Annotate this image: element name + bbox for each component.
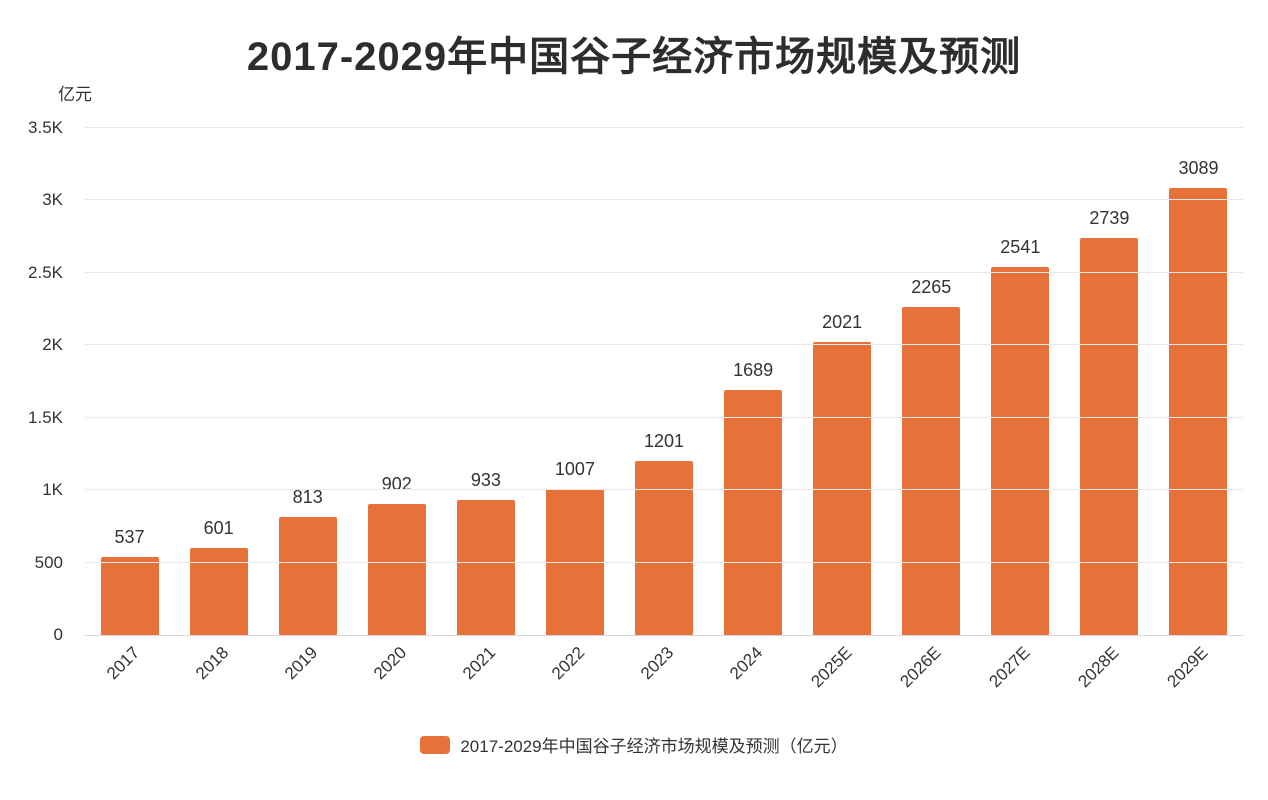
bar-slot: 813 2019 xyxy=(263,128,352,683)
y-tick-label: 2.5K xyxy=(28,262,63,282)
bar-slot: 2265 2026E xyxy=(887,128,976,691)
bar-value-label: 2739 xyxy=(1089,208,1130,229)
x-tick-label: 2027E xyxy=(985,643,1034,692)
bar-slot: 3089 2029E xyxy=(1154,128,1243,691)
x-tick-label: 2019 xyxy=(280,643,322,684)
bar-value-label: 601 xyxy=(203,517,234,538)
bar-value-label: 537 xyxy=(114,527,145,548)
bar xyxy=(902,306,961,635)
bar-value-label: 813 xyxy=(292,487,323,508)
bar-value-label: 2541 xyxy=(1000,236,1041,257)
bar-slot: 1201 2023 xyxy=(619,128,708,683)
bar xyxy=(367,504,426,635)
bar-slot: 1007 2022 xyxy=(530,128,619,683)
bar-value-label: 2265 xyxy=(911,276,952,297)
x-tick-label: 2025E xyxy=(807,643,856,692)
bar-slot: 2021 2025E xyxy=(798,128,887,691)
bar-value-label: 933 xyxy=(470,469,501,490)
bar xyxy=(991,266,1050,635)
gridline xyxy=(85,344,1243,346)
bar xyxy=(456,499,515,635)
x-tick-label: 2028E xyxy=(1074,643,1123,692)
bar-value-label: 902 xyxy=(381,474,412,495)
y-axis: 0 500 1K 1.5K 2K 2.5K 3K 3.5K xyxy=(0,118,75,644)
y-axis-unit-label: 亿元 xyxy=(58,85,92,104)
bar xyxy=(1169,187,1228,635)
bar-value-label: 2021 xyxy=(822,312,863,333)
chart-title: 2017-2029年中国谷子经济市场规模及预测 xyxy=(246,35,1022,79)
x-tick-label: 2024 xyxy=(726,643,767,684)
bar-slot: 933 2021 xyxy=(441,128,530,683)
gridline xyxy=(85,127,1243,128)
bar xyxy=(635,461,693,635)
legend: 2017-2029年中国谷子经济市场规模及预测（亿元） xyxy=(0,732,1268,757)
bar-value-label: 3089 xyxy=(1178,157,1219,178)
y-tick-label: 3.5K xyxy=(28,118,63,137)
y-tick-label: 1K xyxy=(42,480,63,500)
plot-area: 537 2017 601 2018 813 2019 902 2020 933 2021 1007 2… xyxy=(85,127,1243,691)
bar-value-label: 1689 xyxy=(733,360,774,381)
bar xyxy=(813,342,872,635)
x-tick-label: 2029E xyxy=(1163,643,1212,692)
bar xyxy=(100,557,159,635)
y-tick-label: 1.5K xyxy=(28,407,63,427)
bar-slot: 2541 2027E xyxy=(976,128,1065,691)
bar-slot: 1689 2024 xyxy=(709,128,798,683)
x-tick-label: 2023 xyxy=(637,643,678,684)
x-tick-label: 2020 xyxy=(370,643,411,684)
y-tick-label: 3K xyxy=(42,190,63,210)
bar-value-label: 1201 xyxy=(643,431,685,452)
gridline xyxy=(85,561,1243,563)
bar-slot: 902 2020 xyxy=(352,128,441,683)
bars-container: 537 2017 601 2018 813 2019 902 2020 933 2021 1007 2… xyxy=(85,128,1243,691)
legend-swatch-icon[interactable] xyxy=(420,735,451,754)
gridline xyxy=(85,199,1243,201)
gridline xyxy=(85,489,1243,491)
bar-slot: 2739 2028E xyxy=(1065,128,1154,691)
y-tick-label: 0 xyxy=(53,625,63,644)
x-tick-label: 2021 xyxy=(459,643,500,684)
bar-slot: 537 2017 xyxy=(85,128,174,683)
gridline xyxy=(85,271,1243,273)
y-tick-label: 500 xyxy=(34,552,63,572)
bar xyxy=(1080,238,1139,635)
x-tick-label: 2026E xyxy=(896,643,945,692)
legend-label[interactable]: 2017-2029年中国谷子经济市场规模及预测（亿元） xyxy=(460,737,848,756)
gridline xyxy=(85,416,1243,418)
x-tick-label: 2017 xyxy=(102,643,143,684)
x-tick-label: 2022 xyxy=(548,643,589,684)
y-tick-label: 2K xyxy=(42,335,63,355)
bar xyxy=(724,390,783,635)
bar-value-label: 1007 xyxy=(554,459,595,480)
bar-slot: 601 2018 xyxy=(174,128,263,683)
x-tick-label: 2018 xyxy=(191,643,233,684)
bar xyxy=(278,517,337,635)
